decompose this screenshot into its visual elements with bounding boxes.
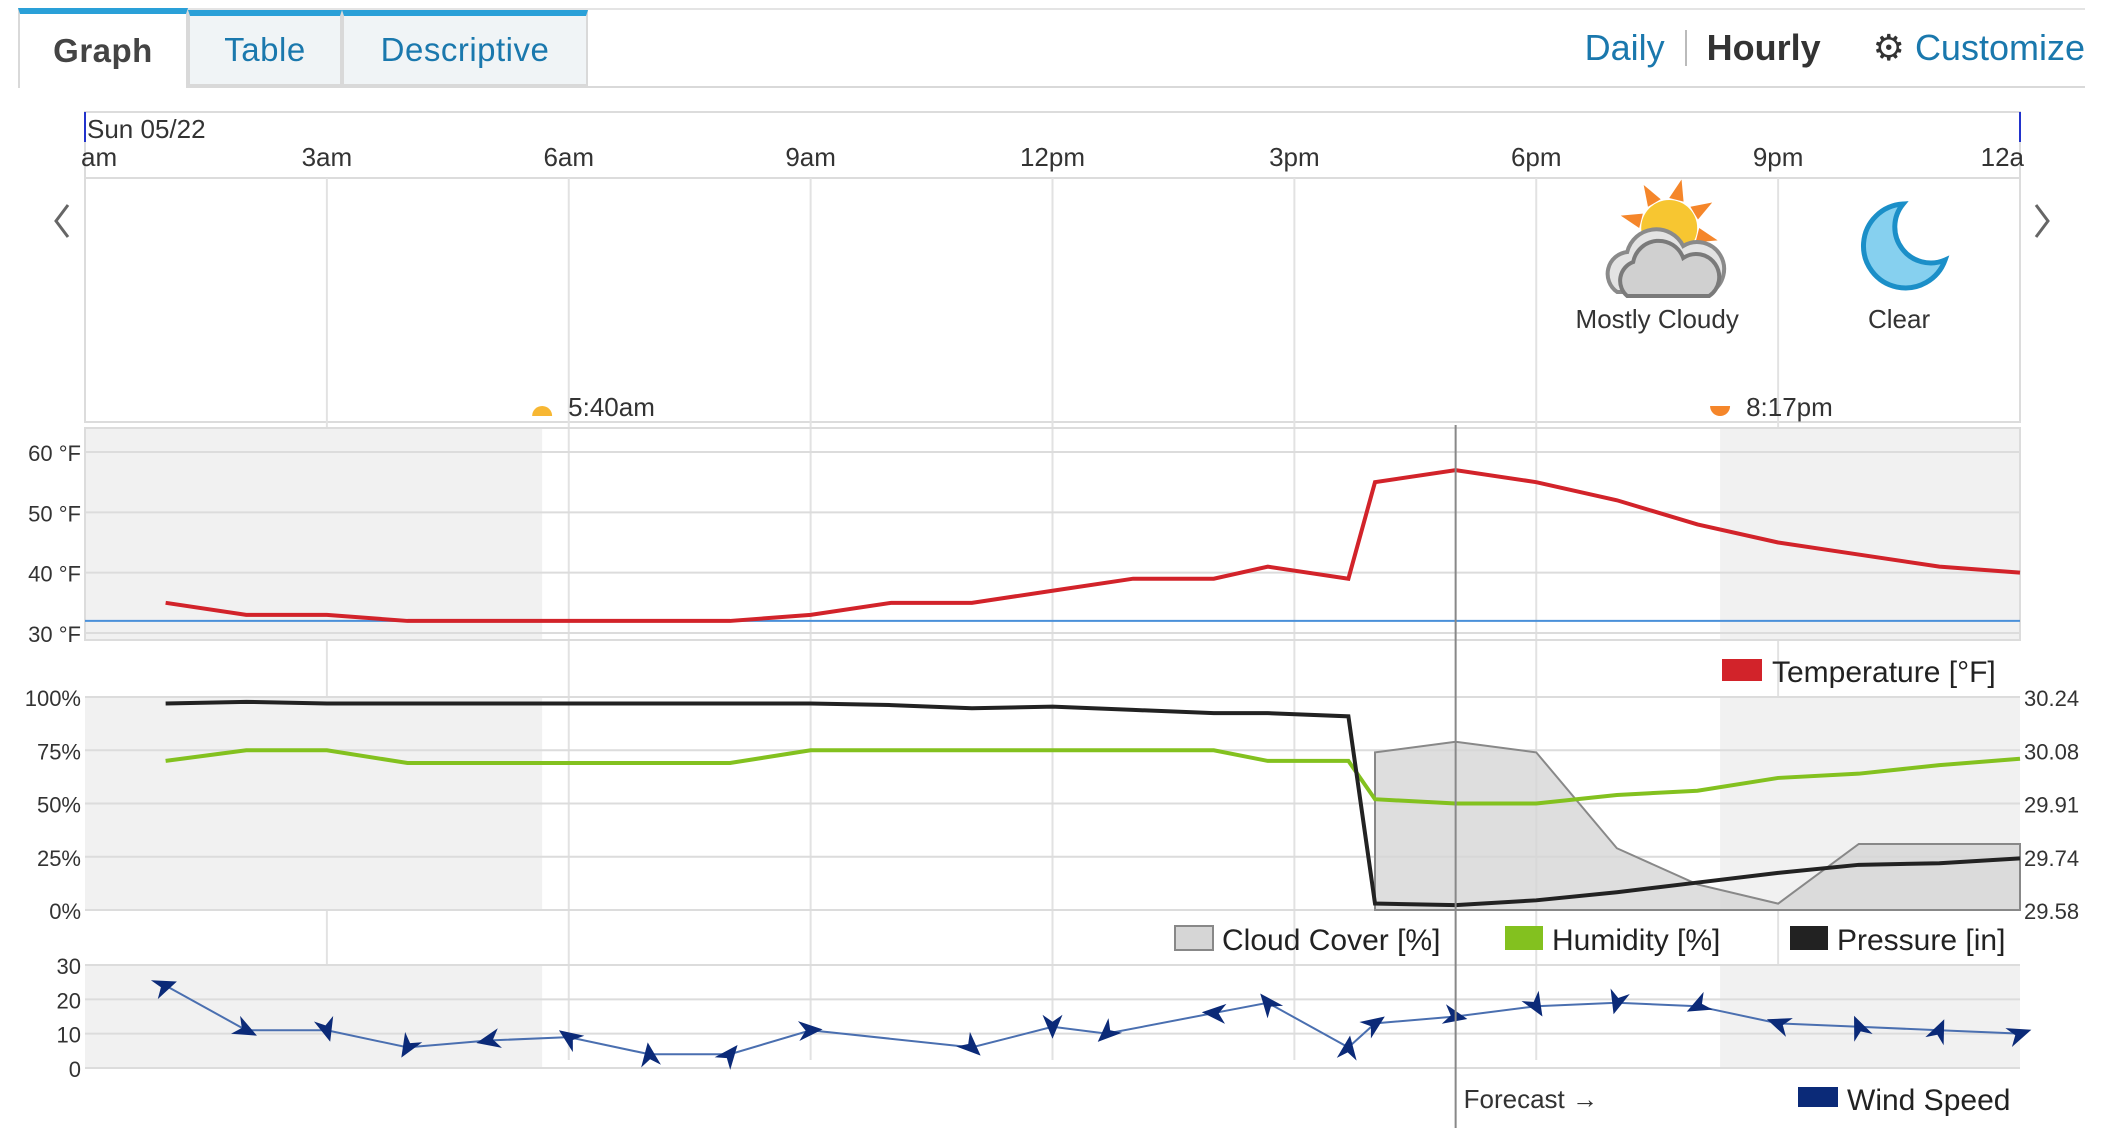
wind-arrow — [1521, 990, 1543, 1017]
hour-tick-label: 9pm — [1753, 142, 1804, 172]
wind-arrow — [2005, 1028, 2032, 1048]
pressure-tick-label: 30.08 — [2024, 739, 2079, 764]
cloud-front — [1618, 238, 1722, 298]
forecast-label: Forecast → — [1464, 1084, 1598, 1114]
wind-arrow — [1336, 1035, 1357, 1061]
sun-ray — [1620, 213, 1643, 228]
temp-tick-label: 50 °F — [28, 501, 81, 526]
condition-label: Clear — [1868, 304, 1930, 334]
sun-ray — [1695, 228, 1718, 243]
night-band — [85, 428, 543, 640]
partly-cloudy-icon — [1605, 179, 1727, 298]
wind-tick-label: 20 — [57, 988, 81, 1013]
sunrise-time: 5:40am — [568, 392, 655, 422]
sunset-icon — [1710, 406, 1731, 417]
hour-tick-label: 9am — [785, 142, 836, 172]
hour-tick-label: 6pm — [1511, 142, 1562, 172]
pressure-legend-label: Pressure [in] — [1837, 924, 2005, 957]
sun-ray — [1643, 184, 1661, 207]
wind-arrow — [1260, 993, 1284, 1019]
tab-graph[interactable]: Graph — [18, 8, 188, 88]
hour-tick-label: 3pm — [1269, 142, 1320, 172]
percent-tick-label: 50% — [37, 793, 81, 818]
temperature-legend-label: Temperature [°F] — [1772, 656, 1996, 689]
wind-tick-label: 10 — [57, 1023, 81, 1048]
wind-arrow — [150, 980, 177, 1000]
wind-arrow — [1097, 1018, 1123, 1042]
night-band — [1720, 428, 2020, 640]
hour-tick-label: 6am — [543, 142, 594, 172]
wind-arrow — [1359, 1016, 1385, 1039]
wind-arrow — [231, 1015, 257, 1036]
hour-tick-label: am — [81, 142, 117, 172]
sun-ray — [1669, 179, 1684, 202]
chevron-right-icon — [2034, 204, 2050, 238]
temp-frame — [84, 427, 2021, 641]
wind-arrow — [797, 1021, 823, 1042]
pressure-line — [165, 699, 2021, 908]
wind-arrow — [1686, 991, 1713, 1012]
wind-legend-label: Wind Speed — [1847, 1084, 2010, 1117]
percent-tick-label: 25% — [37, 846, 81, 871]
tab-table[interactable]: Table — [188, 10, 342, 86]
temperature-legend-swatch — [1722, 659, 1762, 681]
wind-arrow — [476, 1028, 502, 1048]
wind-arrow — [1441, 1004, 1468, 1024]
pressure-tick-label: 29.91 — [2024, 793, 2079, 818]
wind-arrow — [1925, 1019, 1945, 1046]
tab-bar: Graph Table Descriptive Daily Hourly ⚙ C… — [18, 8, 2085, 88]
hourly-link[interactable]: Hourly — [1706, 27, 1821, 68]
moon-icon — [1860, 201, 1950, 291]
chevron-left-icon — [54, 204, 70, 238]
wind-arrow — [1766, 1018, 1793, 1037]
wind-arrow — [401, 1031, 423, 1058]
humidity-legend-swatch — [1505, 926, 1543, 950]
wind-tick-label: 0 — [69, 1057, 81, 1082]
percent-tick-label: 100% — [25, 686, 81, 711]
wind-arrow — [956, 1031, 981, 1056]
wind-arrow — [1854, 1015, 1873, 1042]
gear-icon[interactable]: ⚙ — [1872, 27, 1905, 68]
pressure-tick-label: 29.74 — [2024, 846, 2079, 871]
wind-arrow — [1201, 1003, 1227, 1024]
view-links: Daily Hourly ⚙ Customize — [1585, 10, 2085, 86]
temp-tick-label: 60 °F — [28, 441, 81, 466]
pressure-tick-label: 30.24 — [2024, 686, 2079, 711]
wind-arrow — [641, 1042, 661, 1068]
daily-link[interactable]: Daily — [1584, 27, 1665, 68]
sunset-time: 8:17pm — [1746, 392, 1833, 422]
cloud-legend-label: Cloud Cover [%] — [1222, 924, 1440, 957]
customize-link[interactable]: Customize — [1914, 27, 2085, 68]
wind-tick-label: 30 — [57, 954, 81, 979]
wind-arrow — [1042, 1014, 1063, 1039]
cloud-cover-area — [1374, 740, 2021, 911]
hour-tick-label: 12pm — [1020, 142, 1085, 172]
pressure-tick-label: 29.58 — [2024, 899, 2079, 924]
wind-arrow — [1610, 988, 1630, 1015]
night-band — [1720, 965, 2020, 1068]
sun-ray — [1690, 202, 1713, 220]
wind-arrow — [313, 1015, 334, 1042]
tab-descriptive[interactable]: Descriptive — [342, 10, 588, 86]
moon-shape — [1860, 201, 1950, 291]
cloud-legend-swatch — [1174, 925, 1214, 951]
percent-tick-label: 75% — [37, 739, 81, 764]
hour-tick-label: 3am — [302, 142, 353, 172]
temperature-line — [165, 468, 2021, 623]
condition-label: Mostly Cloudy — [1576, 304, 1739, 334]
humidity-line — [165, 748, 2021, 806]
sunrise-icon — [532, 406, 553, 416]
percent-tick-label: 0% — [49, 899, 81, 924]
temp-tick-label: 40 °F — [28, 562, 81, 587]
humidity-legend-label: Humidity [%] — [1552, 924, 1720, 957]
date-label: Sun 05/22 — [87, 114, 206, 144]
pressure-legend-swatch — [1790, 926, 1828, 950]
wind-arrow — [714, 1044, 738, 1070]
wind-legend-swatch — [1798, 1087, 1838, 1107]
hour-tick-label: 12a — [1981, 142, 2025, 172]
temp-tick-label: 30 °F — [28, 622, 81, 647]
wind-arrow — [558, 1030, 585, 1053]
link-divider — [1684, 30, 1687, 66]
